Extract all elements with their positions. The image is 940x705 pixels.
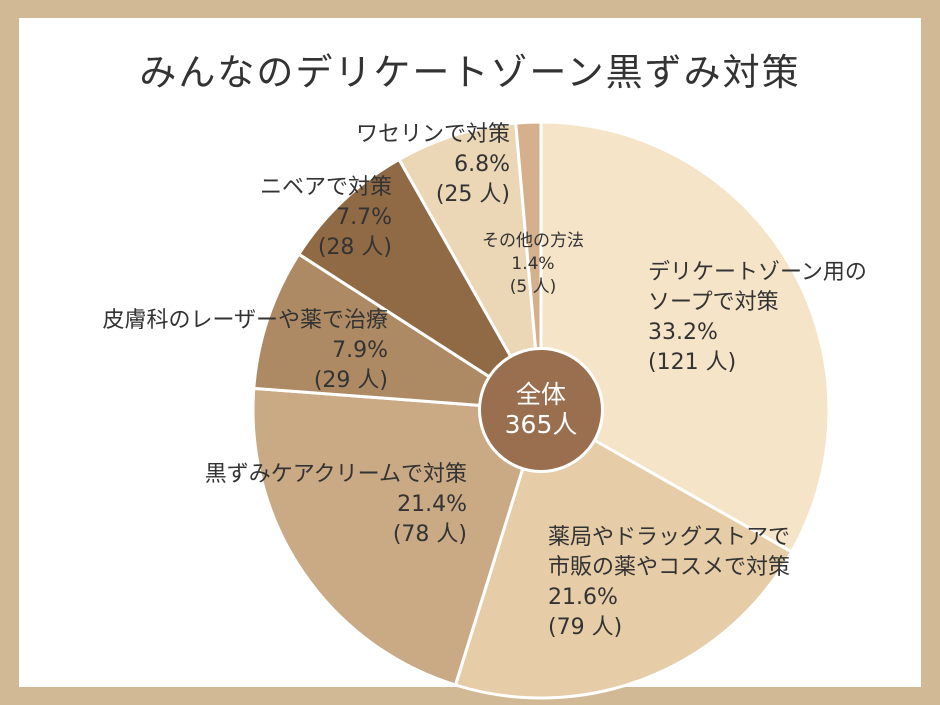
slice-vaseline <box>397 121 543 411</box>
label-soap-count: (121 人) <box>648 350 737 375</box>
pie-center-total: 全体 365人 <box>478 347 604 473</box>
label-dermatology-percent: 7.9% <box>332 338 388 363</box>
label-other-count: (5 人) <box>509 277 557 297</box>
label-vaseline-line1: ワセリンで対策 <box>355 122 510 147</box>
label-other: その他の方法 1.4% (5 人) <box>468 230 598 299</box>
label-vaseline-percent: 6.8% <box>454 152 510 177</box>
label-dermatology-line1: 皮膚科のレーザーや薬で治療 <box>102 308 388 333</box>
label-dermatology-count: (29 人) <box>313 368 388 393</box>
label-soap-percent: 33.2% <box>648 320 718 345</box>
label-soap: デリケートゾーン用の ソープで対策 33.2% (121 人) <box>648 258 867 378</box>
label-dermatology: 皮膚科のレーザーや薬で治療 7.9% (29 人) <box>28 306 388 396</box>
slice-soap <box>539 120 831 554</box>
label-other-percent: 1.4% <box>511 254 555 274</box>
label-drugstore-count: (79 人) <box>548 615 623 640</box>
label-drugstore-percent: 21.6% <box>548 585 618 610</box>
slice-cream <box>251 386 543 687</box>
label-drugstore-line2: 市販の薬やコスメで対策 <box>548 555 791 580</box>
total-value: 365人 <box>504 410 578 439</box>
label-soap-line1: デリケートゾーン用の <box>648 260 867 285</box>
slice-dermatology <box>252 252 542 412</box>
label-other-line1: その他の方法 <box>482 231 584 251</box>
label-nivea-percent: 7.7% <box>336 205 392 230</box>
label-cream: 黒ずみケアクリームで対策 21.4% (78 人) <box>137 460 467 550</box>
label-vaseline-count: (25 人) <box>435 182 510 207</box>
label-vaseline: ワセリンで対策 6.8% (25 人) <box>320 120 510 210</box>
label-soap-line2: ソープで対策 <box>648 290 779 315</box>
chart-title: みんなのデリケートゾーン黒ずみ対策 <box>139 51 801 94</box>
label-cream-count: (78 人) <box>392 522 467 547</box>
label-cream-percent: 21.4% <box>397 492 467 517</box>
label-cream-line1: 黒ずみケアクリームで対策 <box>204 462 467 487</box>
label-drugstore-line1: 薬局やドラッグストアで <box>548 525 791 550</box>
slice-other <box>514 120 543 411</box>
slice-drugstore <box>453 407 794 700</box>
label-drugstore: 薬局やドラッグストアで 市販の薬やコスメで対策 21.6% (79 人) <box>548 523 790 643</box>
total-label: 全体 <box>515 380 566 409</box>
label-nivea-count: (28 人) <box>317 235 392 260</box>
label-nivea-line1: ニベアで対策 <box>259 175 392 200</box>
label-nivea: ニベアで対策 7.7% (28 人) <box>222 173 392 263</box>
slice-nivea <box>296 157 543 412</box>
